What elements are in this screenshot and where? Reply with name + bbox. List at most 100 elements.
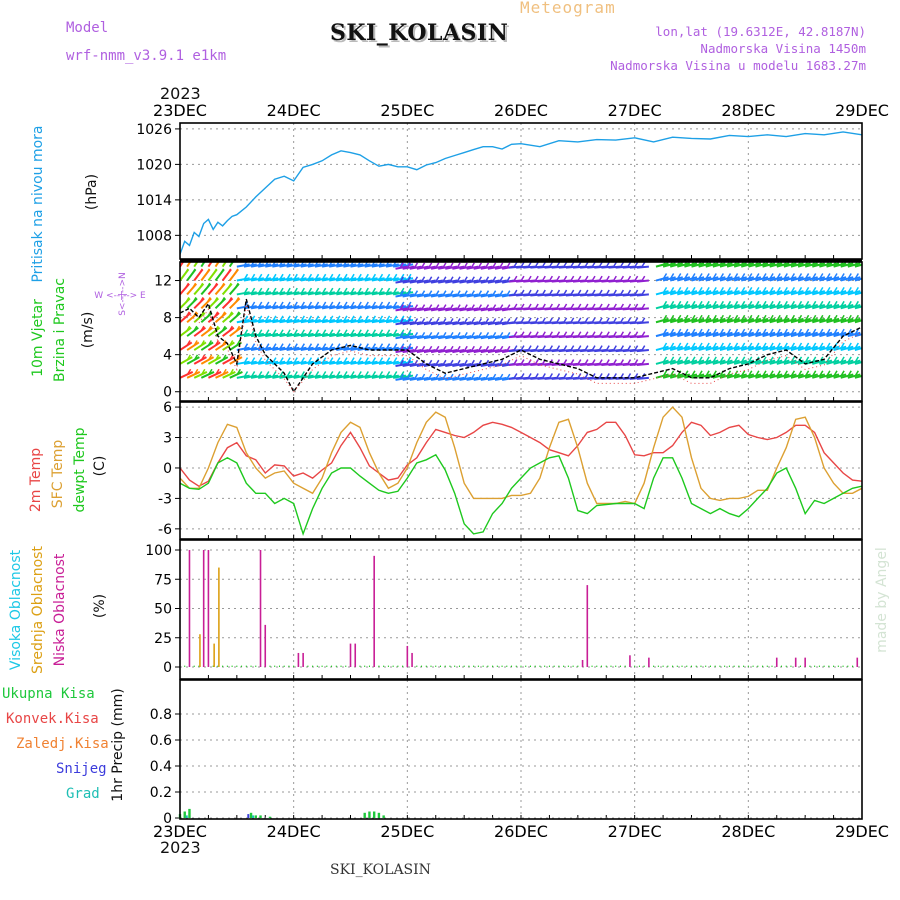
wind-barb <box>487 293 500 298</box>
wind-barb-flag <box>314 301 320 308</box>
wind-barb <box>826 304 840 310</box>
wind-barb <box>804 304 818 310</box>
wind-barb-flag <box>258 301 263 308</box>
wind-barb-flag <box>491 318 497 324</box>
wind-barb <box>293 332 307 338</box>
credit-text: made by Angel <box>874 547 890 653</box>
wind-barb <box>215 356 229 365</box>
wind-barb-flag <box>491 276 497 283</box>
wind-barb-flag <box>286 343 291 350</box>
wind-barb <box>833 331 847 338</box>
wind-barb-flag <box>577 289 582 296</box>
wind-barb-flag <box>748 342 753 349</box>
wind-barb <box>494 265 507 270</box>
wind-barb <box>343 318 357 324</box>
wind-barb <box>669 290 684 296</box>
wind-barb <box>400 277 414 282</box>
compass-ns: S<--|-->N <box>118 272 128 316</box>
wind-barb-flag <box>584 373 589 379</box>
wind-barb-flag <box>577 345 582 352</box>
wind-barb-flag <box>213 282 218 289</box>
wind-barb <box>307 277 321 282</box>
wind-barb-flag <box>343 329 348 336</box>
wind-barb-flag <box>669 370 675 377</box>
wind-barb-flag <box>442 304 447 310</box>
wind-barb-flag <box>626 262 632 268</box>
wind-barb-flag <box>520 262 525 268</box>
wind-barb <box>214 297 227 310</box>
wind-barb-flag <box>677 314 682 321</box>
wind-barb <box>180 326 192 337</box>
wind-barb-flag <box>633 373 639 379</box>
wind-barb-flag <box>861 319 862 320</box>
wind-barb-flag <box>265 287 270 294</box>
wind-barb <box>719 359 733 365</box>
wind-barb-flag <box>491 331 497 338</box>
wind-barb-flag <box>641 262 646 268</box>
wind-barb-flag <box>562 303 568 310</box>
wind-barb-flag <box>577 275 582 282</box>
wind-barb-flag <box>520 303 525 310</box>
wind-barb <box>636 307 649 311</box>
wind-barb-flag <box>684 273 689 279</box>
wind-barb-flag <box>548 331 553 338</box>
wind-barb <box>307 360 321 365</box>
wind-barb-flag <box>400 357 405 363</box>
wind-barb <box>423 279 436 284</box>
wind-barb <box>655 359 669 365</box>
wind-barb-flag <box>762 342 767 349</box>
wind-barb <box>286 277 300 282</box>
wind-barb <box>819 359 833 365</box>
wind-barb <box>797 304 811 310</box>
wind-barb <box>733 262 747 268</box>
wind-barb-flag <box>684 314 689 321</box>
wind-barb-flag <box>548 373 553 379</box>
cloud-label-mid: Srednja Oblacnost <box>30 546 46 674</box>
wind-barb <box>207 356 222 365</box>
wind-barb-flag <box>698 328 703 335</box>
wind-barb-flag <box>726 342 732 349</box>
wind-barb <box>336 305 350 310</box>
wind-barb-flag <box>378 329 384 336</box>
wind-barb-flag <box>463 290 468 297</box>
wind-barb <box>762 304 776 310</box>
wind-barb-flag <box>705 273 710 279</box>
wind-barb-flag <box>350 329 355 336</box>
wind-barb-flag <box>399 359 404 366</box>
wind-barb-flag <box>812 300 817 307</box>
wind-barb <box>812 290 826 296</box>
wind-barb-flag <box>470 304 475 310</box>
wind-barb-flag <box>555 317 561 324</box>
wind-barb <box>452 376 465 381</box>
wind-barb-flag <box>562 275 568 282</box>
wind-barb <box>833 359 847 365</box>
wind-barb <box>445 349 458 354</box>
wind-barb-flag <box>776 287 781 293</box>
wind-barb <box>705 276 719 282</box>
wind-barb-flag <box>393 343 398 350</box>
wind-barb <box>180 341 193 351</box>
wind-barb-flag <box>371 329 377 336</box>
wind-barb <box>494 349 507 354</box>
wind-barb-flag <box>200 354 206 361</box>
wind-barb <box>459 362 472 368</box>
wind-barb-flag <box>555 331 561 338</box>
wind-barb <box>494 307 507 312</box>
wind-barb <box>662 373 676 379</box>
wind-barb <box>336 346 350 352</box>
wind-barb <box>691 359 705 365</box>
wind-barb <box>293 360 307 365</box>
wind-barb <box>819 290 833 296</box>
wind-barb <box>636 293 649 297</box>
wind-barb-flag <box>199 297 204 303</box>
wind-barb-flag <box>705 300 710 307</box>
wind-barb <box>395 349 408 354</box>
wind-barb <box>279 332 293 338</box>
wind-barb-flag <box>541 303 546 310</box>
wind-barb <box>847 359 861 365</box>
wind-barb-flag <box>804 328 810 335</box>
wind-barb <box>487 349 500 354</box>
wind-barb-flag <box>336 301 341 308</box>
wind-barb-flag <box>598 275 603 282</box>
wind-barb-flag <box>314 371 320 377</box>
